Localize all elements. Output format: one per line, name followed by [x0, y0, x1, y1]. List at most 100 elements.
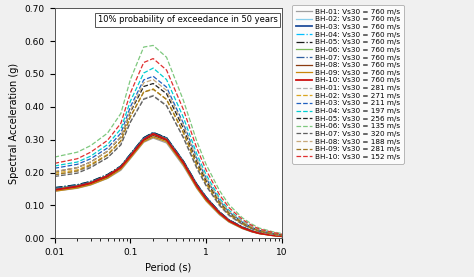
Line: BH-10: Vs30 = 152 m/s: BH-10: Vs30 = 152 m/s: [55, 58, 282, 234]
BH-10: Vs30 = 760 m/s: (2, 0.053): Vs30 = 760 m/s: (2, 0.053): [226, 219, 232, 222]
BH-01: Vs30 = 281 m/s: (0.5, 0.305): Vs30 = 281 m/s: (0.5, 0.305): [181, 136, 186, 140]
BH-10: Vs30 = 152 m/s: (0.01, 0.228): Vs30 = 152 m/s: (0.01, 0.228): [52, 162, 57, 165]
BH-05: Vs30 = 760 m/s: (10, 0.007): Vs30 = 760 m/s: (10, 0.007): [279, 234, 285, 238]
BH-09: Vs30 = 760 m/s: (0.01, 0.143): Vs30 = 760 m/s: (0.01, 0.143): [52, 189, 57, 193]
BH-04: Vs30 = 760 m/s: (1, 0.125): Vs30 = 760 m/s: (1, 0.125): [203, 196, 209, 199]
Line: BH-06: Vs30 = 760 m/s: BH-06: Vs30 = 760 m/s: [55, 134, 282, 236]
BH-02: Vs30 = 760 m/s: (1.5, 0.073): Vs30 = 760 m/s: (1.5, 0.073): [217, 212, 222, 216]
BH-02: Vs30 = 760 m/s: (0.01, 0.146): Vs30 = 760 m/s: (0.01, 0.146): [52, 189, 57, 192]
BH-01: Vs30 = 281 m/s: (0.15, 0.425): Vs30 = 281 m/s: (0.15, 0.425): [141, 97, 146, 100]
BH-01: Vs30 = 281 m/s: (2, 0.068): Vs30 = 281 m/s: (2, 0.068): [226, 214, 232, 217]
BH-08: Vs30 = 188 m/s: (0.2, 0.483): Vs30 = 188 m/s: (0.2, 0.483): [150, 78, 156, 81]
BH-09: Vs30 = 760 m/s: (1.5, 0.073): Vs30 = 760 m/s: (1.5, 0.073): [217, 212, 222, 216]
BH-02: Vs30 = 271 m/s: (4, 0.029): Vs30 = 271 m/s: (4, 0.029): [249, 227, 255, 230]
BH-07: Vs30 = 760 m/s: (0.75, 0.163): Vs30 = 760 m/s: (0.75, 0.163): [194, 183, 200, 186]
BH-05: Vs30 = 256 m/s: (0.75, 0.234): Vs30 = 256 m/s: (0.75, 0.234): [194, 160, 200, 163]
BH-10: Vs30 = 152 m/s: (0.3, 0.512): Vs30 = 152 m/s: (0.3, 0.512): [164, 68, 169, 72]
BH-04: Vs30 = 197 m/s: (0.2, 0.518): Vs30 = 197 m/s: (0.2, 0.518): [150, 66, 156, 70]
BH-10: Vs30 = 760 m/s: (4, 0.021): Vs30 = 760 m/s: (4, 0.021): [249, 230, 255, 233]
BH-07: Vs30 = 760 m/s: (5, 0.016): Vs30 = 760 m/s: (5, 0.016): [256, 231, 262, 235]
BH-04: Vs30 = 197 m/s: (0.1, 0.417): Vs30 = 197 m/s: (0.1, 0.417): [128, 100, 133, 103]
BH-05: Vs30 = 256 m/s: (0.2, 0.471): Vs30 = 256 m/s: (0.2, 0.471): [150, 82, 156, 85]
Text: 10% probability of exceedance in 50 years: 10% probability of exceedance in 50 year…: [98, 15, 277, 24]
BH-07: Vs30 = 760 m/s: (3, 0.033): Vs30 = 760 m/s: (3, 0.033): [239, 226, 245, 229]
BH-03: Vs30 = 760 m/s: (0.5, 0.234): Vs30 = 760 m/s: (0.5, 0.234): [181, 160, 186, 163]
BH-03: Vs30 = 211 m/s: (0.3, 0.46): Vs30 = 211 m/s: (0.3, 0.46): [164, 86, 169, 89]
BH-05: Vs30 = 760 m/s: (0.2, 0.322): Vs30 = 760 m/s: (0.2, 0.322): [150, 131, 156, 134]
BH-02: Vs30 = 760 m/s: (0.15, 0.296): Vs30 = 760 m/s: (0.15, 0.296): [141, 139, 146, 143]
BH-01: Vs30 = 760 m/s: (0.075, 0.207): Vs30 = 760 m/s: (0.075, 0.207): [118, 169, 124, 172]
Line: BH-03: Vs30 = 760 m/s: BH-03: Vs30 = 760 m/s: [55, 133, 282, 236]
BH-10: Vs30 = 760 m/s: (0.02, 0.158): Vs30 = 760 m/s: (0.02, 0.158): [74, 185, 80, 188]
BH-02: Vs30 = 760 m/s: (3, 0.03): Vs30 = 760 m/s: (3, 0.03): [239, 227, 245, 230]
BH-10: Vs30 = 152 m/s: (0.75, 0.275): Vs30 = 152 m/s: (0.75, 0.275): [194, 146, 200, 150]
BH-01: Vs30 = 760 m/s: (0.5, 0.22): Vs30 = 760 m/s: (0.5, 0.22): [181, 164, 186, 168]
BH-08: Vs30 = 188 m/s: (4, 0.034): Vs30 = 188 m/s: (4, 0.034): [249, 225, 255, 229]
BH-06: Vs30 = 760 m/s: (0.03, 0.17): Vs30 = 760 m/s: (0.03, 0.17): [88, 181, 93, 184]
BH-10: Vs30 = 152 m/s: (0.15, 0.535): Vs30 = 152 m/s: (0.15, 0.535): [141, 61, 146, 64]
BH-03: Vs30 = 760 m/s: (0.075, 0.218): Vs30 = 760 m/s: (0.075, 0.218): [118, 165, 124, 168]
BH-05: Vs30 = 256 m/s: (0.05, 0.265): Vs30 = 256 m/s: (0.05, 0.265): [105, 150, 110, 153]
BH-03: Vs30 = 760 m/s: (0.02, 0.16): Vs30 = 760 m/s: (0.02, 0.16): [74, 184, 80, 187]
BH-07: Vs30 = 760 m/s: (0.01, 0.152): Vs30 = 760 m/s: (0.01, 0.152): [52, 187, 57, 190]
BH-07: Vs30 = 320 m/s: (10, 0.009): Vs30 = 320 m/s: (10, 0.009): [279, 234, 285, 237]
BH-07: Vs30 = 760 m/s: (0.3, 0.304): Vs30 = 760 m/s: (0.3, 0.304): [164, 137, 169, 140]
BH-08: Vs30 = 760 m/s: (2, 0.052): Vs30 = 760 m/s: (2, 0.052): [226, 219, 232, 223]
BH-04: Vs30 = 760 m/s: (0.03, 0.173): Vs30 = 760 m/s: (0.03, 0.173): [88, 180, 93, 183]
BH-03: Vs30 = 211 m/s: (5, 0.024): Vs30 = 211 m/s: (5, 0.024): [256, 229, 262, 232]
BH-07: Vs30 = 320 m/s: (0.15, 0.423): Vs30 = 320 m/s: (0.15, 0.423): [141, 98, 146, 101]
BH-08: Vs30 = 760 m/s: (0.03, 0.166): Vs30 = 760 m/s: (0.03, 0.166): [88, 182, 93, 185]
BH-06: Vs30 = 135 m/s: (0.02, 0.262): Vs30 = 135 m/s: (0.02, 0.262): [74, 150, 80, 154]
BH-02: Vs30 = 271 m/s: (2, 0.072): Vs30 = 271 m/s: (2, 0.072): [226, 213, 232, 216]
BH-03: Vs30 = 760 m/s: (0.3, 0.305): Vs30 = 760 m/s: (0.3, 0.305): [164, 136, 169, 140]
BH-04: Vs30 = 760 m/s: (0.2, 0.322): Vs30 = 760 m/s: (0.2, 0.322): [150, 131, 156, 134]
BH-03: Vs30 = 211 m/s: (0.75, 0.244): Vs30 = 211 m/s: (0.75, 0.244): [194, 157, 200, 160]
BH-02: Vs30 = 760 m/s: (0.5, 0.225): Vs30 = 760 m/s: (0.5, 0.225): [181, 163, 186, 166]
BH-04: Vs30 = 197 m/s: (0.075, 0.333): Vs30 = 197 m/s: (0.075, 0.333): [118, 127, 124, 130]
BH-08: Vs30 = 760 m/s: (0.05, 0.186): Vs30 = 760 m/s: (0.05, 0.186): [105, 175, 110, 179]
BH-07: Vs30 = 320 m/s: (1.5, 0.101): Vs30 = 320 m/s: (1.5, 0.101): [217, 203, 222, 207]
BH-09: Vs30 = 281 m/s: (0.01, 0.193): Vs30 = 281 m/s: (0.01, 0.193): [52, 173, 57, 176]
Line: BH-10: Vs30 = 760 m/s: BH-10: Vs30 = 760 m/s: [55, 134, 282, 236]
BH-08: Vs30 = 760 m/s: (5, 0.015): Vs30 = 760 m/s: (5, 0.015): [256, 232, 262, 235]
BH-08: Vs30 = 188 m/s: (5, 0.025): Vs30 = 188 m/s: (5, 0.025): [256, 228, 262, 232]
Y-axis label: Spectral Acceleration (g): Spectral Acceleration (g): [9, 63, 19, 184]
BH-01: Vs30 = 760 m/s: (7.5, 0.008): Vs30 = 760 m/s: (7.5, 0.008): [270, 234, 275, 237]
BH-02: Vs30 = 271 m/s: (5, 0.021): Vs30 = 271 m/s: (5, 0.021): [256, 230, 262, 233]
BH-03: Vs30 = 760 m/s: (7.5, 0.01): Vs30 = 760 m/s: (7.5, 0.01): [270, 233, 275, 237]
BH-10: Vs30 = 760 m/s: (0.2, 0.318): Vs30 = 760 m/s: (0.2, 0.318): [150, 132, 156, 135]
BH-10: Vs30 = 152 m/s: (7.5, 0.018): Vs30 = 152 m/s: (7.5, 0.018): [270, 231, 275, 234]
BH-03: Vs30 = 211 m/s: (10, 0.01): Vs30 = 211 m/s: (10, 0.01): [279, 233, 285, 237]
BH-05: Vs30 = 760 m/s: (0.75, 0.165): Vs30 = 760 m/s: (0.75, 0.165): [194, 182, 200, 186]
BH-10: Vs30 = 760 m/s: (10, 0.006): Vs30 = 760 m/s: (10, 0.006): [279, 235, 285, 238]
BH-05: Vs30 = 760 m/s: (0.05, 0.194): Vs30 = 760 m/s: (0.05, 0.194): [105, 173, 110, 176]
BH-09: Vs30 = 281 m/s: (0.15, 0.445): Vs30 = 281 m/s: (0.15, 0.445): [141, 90, 146, 94]
BH-09: Vs30 = 760 m/s: (0.075, 0.21): Vs30 = 760 m/s: (0.075, 0.21): [118, 168, 124, 171]
BH-08: Vs30 = 188 m/s: (3, 0.05): Vs30 = 188 m/s: (3, 0.05): [239, 220, 245, 224]
BH-10: Vs30 = 760 m/s: (0.1, 0.25): Vs30 = 760 m/s: (0.1, 0.25): [128, 155, 133, 158]
BH-08: Vs30 = 188 m/s: (0.075, 0.31): Vs30 = 188 m/s: (0.075, 0.31): [118, 135, 124, 138]
BH-07: Vs30 = 760 m/s: (0.1, 0.254): Vs30 = 760 m/s: (0.1, 0.254): [128, 153, 133, 157]
BH-02: Vs30 = 760 m/s: (2, 0.051): Vs30 = 760 m/s: (2, 0.051): [226, 220, 232, 223]
BH-04: Vs30 = 197 m/s: (0.02, 0.232): Vs30 = 197 m/s: (0.02, 0.232): [74, 160, 80, 164]
BH-06: Vs30 = 760 m/s: (0.1, 0.253): Vs30 = 760 m/s: (0.1, 0.253): [128, 153, 133, 157]
BH-06: Vs30 = 135 m/s: (3, 0.062): Vs30 = 135 m/s: (3, 0.062): [239, 216, 245, 219]
BH-05: Vs30 = 256 m/s: (0.03, 0.232): Vs30 = 256 m/s: (0.03, 0.232): [88, 160, 93, 164]
BH-02: Vs30 = 760 m/s: (0.75, 0.156): Vs30 = 760 m/s: (0.75, 0.156): [194, 185, 200, 189]
BH-10: Vs30 = 152 m/s: (0.03, 0.262): Vs30 = 152 m/s: (0.03, 0.262): [88, 150, 93, 154]
BH-10: Vs30 = 152 m/s: (0.1, 0.442): Vs30 = 152 m/s: (0.1, 0.442): [128, 91, 133, 95]
BH-09: Vs30 = 760 m/s: (10, 0.005): Vs30 = 760 m/s: (10, 0.005): [279, 235, 285, 238]
BH-01: Vs30 = 281 m/s: (5, 0.02): Vs30 = 281 m/s: (5, 0.02): [256, 230, 262, 233]
BH-09: Vs30 = 281 m/s: (0.2, 0.453): Vs30 = 281 m/s: (0.2, 0.453): [150, 88, 156, 91]
BH-03: Vs30 = 211 m/s: (0.1, 0.4): Vs30 = 211 m/s: (0.1, 0.4): [128, 105, 133, 109]
BH-02: Vs30 = 760 m/s: (0.075, 0.212): Vs30 = 760 m/s: (0.075, 0.212): [118, 167, 124, 170]
BH-04: Vs30 = 760 m/s: (0.3, 0.306): Vs30 = 760 m/s: (0.3, 0.306): [164, 136, 169, 139]
BH-09: Vs30 = 281 m/s: (10, 0.009): Vs30 = 281 m/s: (10, 0.009): [279, 234, 285, 237]
BH-09: Vs30 = 281 m/s: (0.1, 0.37): Vs30 = 281 m/s: (0.1, 0.37): [128, 115, 133, 118]
BH-04: Vs30 = 760 m/s: (2, 0.056): Vs30 = 760 m/s: (2, 0.056): [226, 218, 232, 222]
BH-09: Vs30 = 760 m/s: (0.3, 0.294): Vs30 = 760 m/s: (0.3, 0.294): [164, 140, 169, 143]
BH-03: Vs30 = 211 m/s: (4, 0.033): Vs30 = 211 m/s: (4, 0.033): [249, 226, 255, 229]
BH-03: Vs30 = 760 m/s: (0.75, 0.164): Vs30 = 760 m/s: (0.75, 0.164): [194, 183, 200, 186]
BH-06: Vs30 = 760 m/s: (0.3, 0.303): Vs30 = 760 m/s: (0.3, 0.303): [164, 137, 169, 140]
BH-08: Vs30 = 760 m/s: (0.075, 0.213): Vs30 = 760 m/s: (0.075, 0.213): [118, 166, 124, 170]
